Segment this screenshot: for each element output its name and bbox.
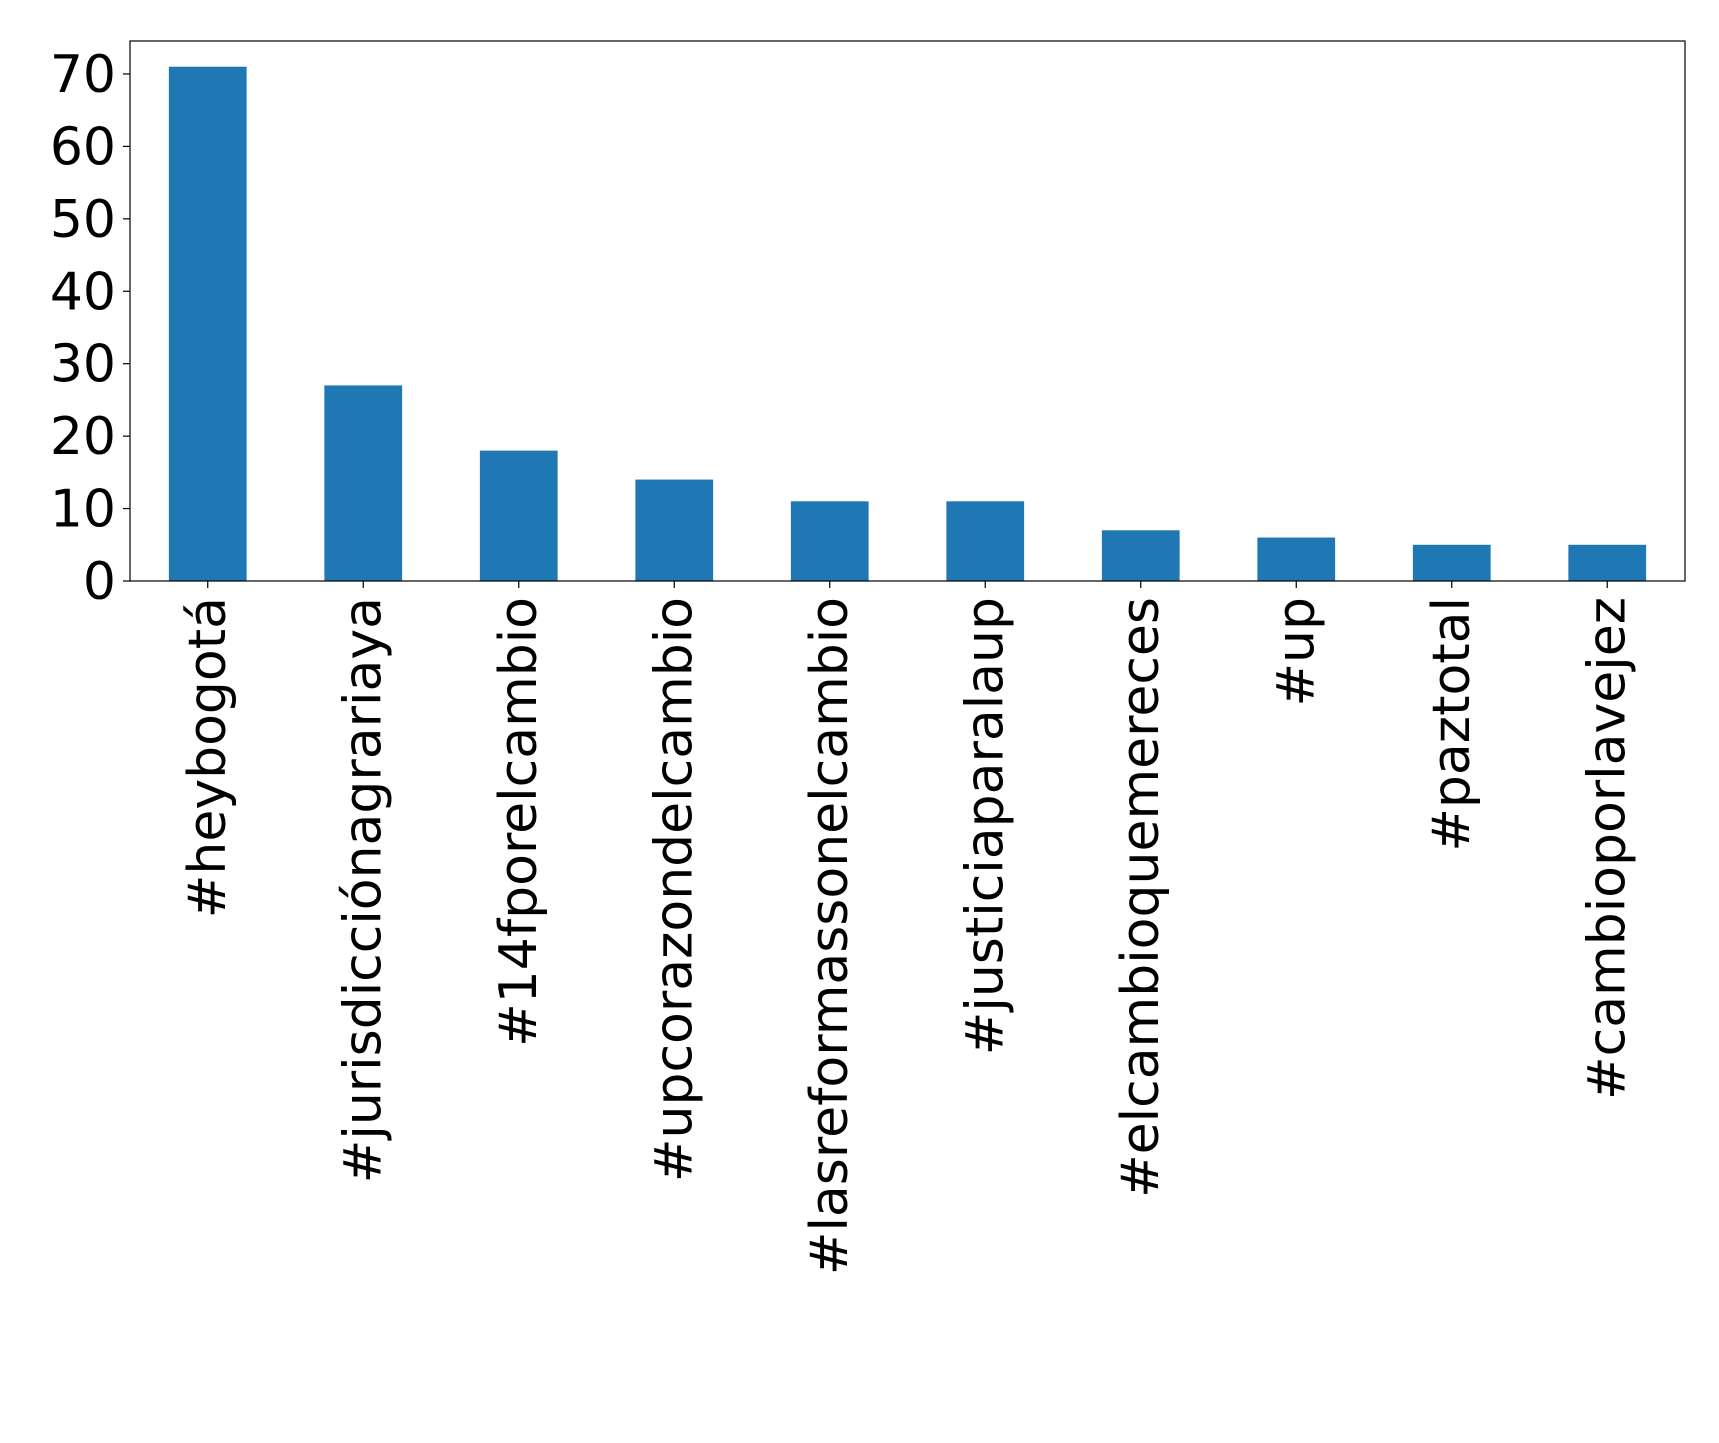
y-tick-label: 50 bbox=[50, 190, 116, 250]
y-axis: 0 10 20 30 40 50 60 70 bbox=[50, 45, 130, 612]
x-tick-label: #heybogotá bbox=[178, 597, 238, 918]
y-tick-label: 10 bbox=[50, 480, 116, 540]
x-tick-label: #up bbox=[1266, 597, 1326, 707]
bar-5 bbox=[946, 501, 1025, 581]
x-tick-label: #elcambioquemereces bbox=[1111, 597, 1171, 1198]
bar-2 bbox=[479, 450, 558, 581]
y-tick-label: 40 bbox=[50, 262, 116, 322]
x-tick-label: #paztotal bbox=[1422, 597, 1482, 852]
bar-3 bbox=[635, 479, 714, 581]
x-tick-label: #cambioporlavejez bbox=[1577, 597, 1637, 1100]
bar-0 bbox=[168, 66, 247, 581]
y-tick-label: 60 bbox=[50, 117, 116, 177]
x-tick-label: #lasreformassonelcambio bbox=[800, 597, 860, 1275]
x-axis: #heybogotá #jurisdicciónagrariaya #14fpore… bbox=[178, 581, 1637, 1275]
bar-1 bbox=[324, 385, 403, 581]
y-tick-label: 30 bbox=[50, 335, 116, 395]
y-tick-label: 20 bbox=[50, 407, 116, 467]
plot-frame bbox=[129, 40, 1686, 582]
bar-8 bbox=[1412, 544, 1491, 581]
bar-6 bbox=[1101, 530, 1180, 581]
y-tick-label: 70 bbox=[50, 45, 116, 105]
x-tick-label: #14fporelcambio bbox=[489, 597, 549, 1047]
bars-group bbox=[168, 66, 1647, 581]
bar-4 bbox=[790, 501, 869, 581]
bar-9 bbox=[1568, 544, 1647, 581]
x-tick-label: #jurisdicciónagrariaya bbox=[333, 597, 393, 1183]
y-tick-label: 0 bbox=[83, 552, 116, 612]
bar-7 bbox=[1257, 537, 1336, 581]
x-tick-label: #justiciaparalaup bbox=[955, 597, 1015, 1055]
x-tick-label: #upcorazondelcambio bbox=[644, 597, 704, 1182]
